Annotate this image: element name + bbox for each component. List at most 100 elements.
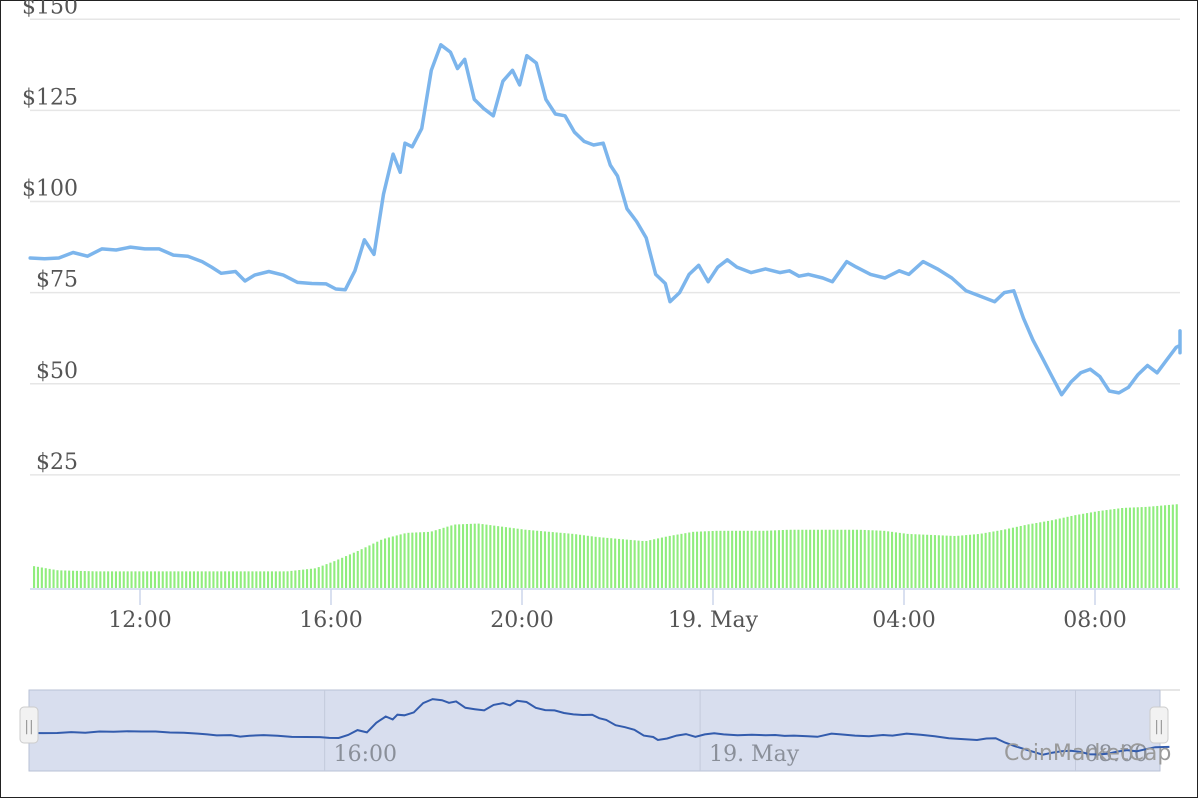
volume-bar bbox=[735, 530, 738, 588]
volume-bar bbox=[1011, 527, 1014, 588]
volume-bar bbox=[793, 529, 796, 588]
volume-bar bbox=[813, 529, 816, 588]
volume-bar bbox=[1097, 511, 1100, 588]
volume-bar bbox=[723, 530, 726, 588]
volume-bar bbox=[231, 571, 234, 588]
volume-bar bbox=[988, 532, 991, 588]
volume-bar bbox=[937, 535, 940, 588]
volume-bar bbox=[867, 530, 870, 588]
volume-bar bbox=[44, 568, 47, 588]
volume-bar bbox=[465, 524, 468, 588]
volume-bar bbox=[629, 539, 632, 588]
volume-bar bbox=[969, 534, 972, 588]
volume-bar bbox=[524, 529, 527, 588]
volume-bar bbox=[1008, 528, 1011, 588]
volume-bar bbox=[1113, 509, 1116, 588]
volume-bar bbox=[1171, 504, 1174, 588]
volume-bar bbox=[376, 541, 379, 588]
navigator-tick-label: 16:00 bbox=[334, 742, 397, 767]
volume-bar bbox=[200, 571, 203, 588]
volume-bar bbox=[1070, 515, 1073, 588]
volume-bar bbox=[1132, 507, 1135, 588]
volume-bar bbox=[1121, 507, 1124, 588]
volume-bar bbox=[36, 566, 39, 588]
volume-bar bbox=[672, 535, 675, 588]
volume-bar bbox=[267, 571, 270, 588]
volume-bar bbox=[298, 570, 301, 588]
volume-bar bbox=[540, 531, 543, 588]
watermark-credit: CoinMarketCap bbox=[1004, 741, 1171, 766]
y-tick-label: $125 bbox=[22, 85, 78, 110]
volume-bar bbox=[879, 530, 882, 588]
x-tick-label: 16:00 bbox=[299, 608, 362, 633]
navigator-left-handle[interactable]: || bbox=[19, 706, 39, 744]
navigator-selected-range[interactable] bbox=[28, 689, 1161, 772]
volume-bar bbox=[134, 571, 137, 588]
volume-bar bbox=[703, 531, 706, 588]
volume-bar bbox=[1015, 526, 1018, 588]
volume-bar bbox=[894, 532, 897, 588]
volume-bar bbox=[1125, 507, 1128, 588]
volume-bar bbox=[953, 535, 956, 588]
volume-bar bbox=[586, 535, 589, 588]
volume-bar bbox=[56, 570, 59, 588]
volume-bar bbox=[676, 534, 679, 588]
volume-bar bbox=[972, 534, 975, 588]
volume-bar bbox=[902, 533, 905, 588]
volume-bar bbox=[345, 556, 348, 588]
volume-bar bbox=[820, 529, 823, 588]
volume-bar bbox=[715, 530, 718, 588]
volume-bar bbox=[582, 535, 585, 588]
volume-bar bbox=[403, 533, 406, 588]
volume-bar bbox=[1082, 513, 1085, 588]
y-tick-label: $150 bbox=[22, 0, 78, 19]
volume-bar bbox=[415, 532, 418, 588]
volume-bar bbox=[547, 531, 550, 588]
volume-bar bbox=[649, 540, 652, 588]
volume-bar bbox=[504, 527, 507, 588]
volume-bar bbox=[641, 540, 644, 588]
volume-bar bbox=[489, 525, 492, 588]
volume-bar bbox=[469, 523, 472, 588]
volume-bar bbox=[442, 527, 445, 588]
volume-bar bbox=[621, 539, 624, 588]
volume-bar bbox=[212, 571, 215, 588]
volume-bar bbox=[980, 533, 983, 588]
volume-bar bbox=[52, 569, 55, 588]
volume-bar bbox=[1140, 507, 1143, 588]
volume-bar bbox=[711, 530, 714, 588]
volume-bar bbox=[313, 568, 316, 588]
volume-bar bbox=[801, 529, 804, 588]
volume-bar bbox=[571, 533, 574, 588]
y-tick-label: $75 bbox=[36, 268, 78, 293]
volume-bar bbox=[738, 530, 741, 588]
volume-bar bbox=[407, 532, 410, 588]
y-tick-label: $25 bbox=[36, 450, 78, 475]
volume-bar bbox=[95, 571, 98, 588]
handle-grip[interactable] bbox=[19, 706, 39, 744]
volume-bar bbox=[325, 564, 328, 588]
volume-bar bbox=[68, 570, 71, 588]
volume-bar bbox=[1167, 504, 1170, 588]
volume-bar bbox=[1074, 515, 1077, 588]
volume-bar bbox=[1019, 525, 1022, 588]
volume-bar bbox=[559, 532, 562, 588]
x-axis bbox=[30, 588, 1180, 605]
x-axis-labels: 12:00 16:00 20:00 19. May 04:00 08:00 bbox=[108, 608, 1126, 633]
x-tick-label: 12:00 bbox=[108, 608, 171, 633]
volume-bar bbox=[551, 532, 554, 588]
volume-bar bbox=[692, 531, 695, 588]
navigator[interactable]: 16:00 19. May 08:00 || || bbox=[19, 689, 1180, 772]
handle-grip[interactable] bbox=[1149, 706, 1169, 744]
y-tick-label: $100 bbox=[22, 177, 78, 202]
navigator-right-handle[interactable]: || bbox=[1149, 706, 1169, 744]
volume-bar bbox=[871, 530, 874, 588]
volume-bar bbox=[224, 571, 227, 588]
volume-bar bbox=[645, 540, 648, 588]
volume-bar bbox=[1152, 506, 1155, 588]
volume-bar bbox=[228, 571, 231, 588]
volume-bar bbox=[391, 536, 394, 588]
volume-bar bbox=[1031, 523, 1034, 588]
volume-bar bbox=[1035, 522, 1038, 588]
